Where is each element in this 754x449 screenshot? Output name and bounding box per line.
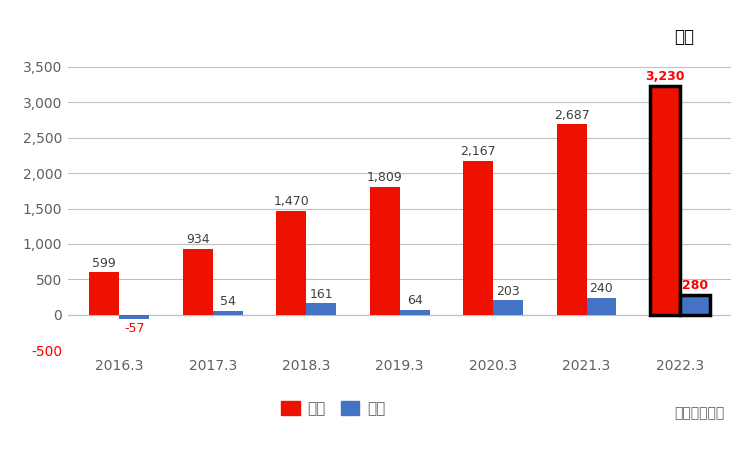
Bar — [680, 295, 710, 315]
Text: 2,167: 2,167 — [460, 145, 496, 158]
Text: 1,470: 1,470 — [274, 195, 309, 208]
Bar — [369, 187, 400, 315]
Bar — [276, 211, 306, 315]
Bar — [650, 86, 680, 315]
Bar — [306, 304, 336, 315]
Bar — [182, 249, 213, 315]
Legend: 尌上, 経常: 尌上, 経常 — [275, 395, 391, 422]
Text: 2,687: 2,687 — [553, 109, 590, 122]
Text: 203: 203 — [496, 285, 520, 298]
Bar — [400, 310, 430, 315]
Text: 54: 54 — [219, 295, 235, 308]
Text: 1,809: 1,809 — [366, 171, 403, 184]
Text: 単位：百万円: 単位：百万円 — [675, 406, 725, 420]
Text: 599: 599 — [93, 256, 116, 269]
Text: 280: 280 — [682, 279, 708, 292]
Text: 161: 161 — [309, 287, 333, 300]
Text: 予想: 予想 — [675, 27, 694, 46]
Bar — [119, 315, 149, 319]
Bar — [493, 300, 523, 315]
Text: 64: 64 — [406, 295, 422, 308]
Text: 934: 934 — [186, 233, 210, 246]
Bar — [90, 273, 119, 315]
Bar — [556, 124, 587, 315]
Bar — [213, 311, 243, 315]
Bar — [463, 161, 493, 315]
Text: 3,230: 3,230 — [645, 70, 685, 83]
Text: 240: 240 — [590, 282, 613, 295]
Text: -57: -57 — [124, 321, 145, 335]
Bar — [587, 298, 617, 315]
